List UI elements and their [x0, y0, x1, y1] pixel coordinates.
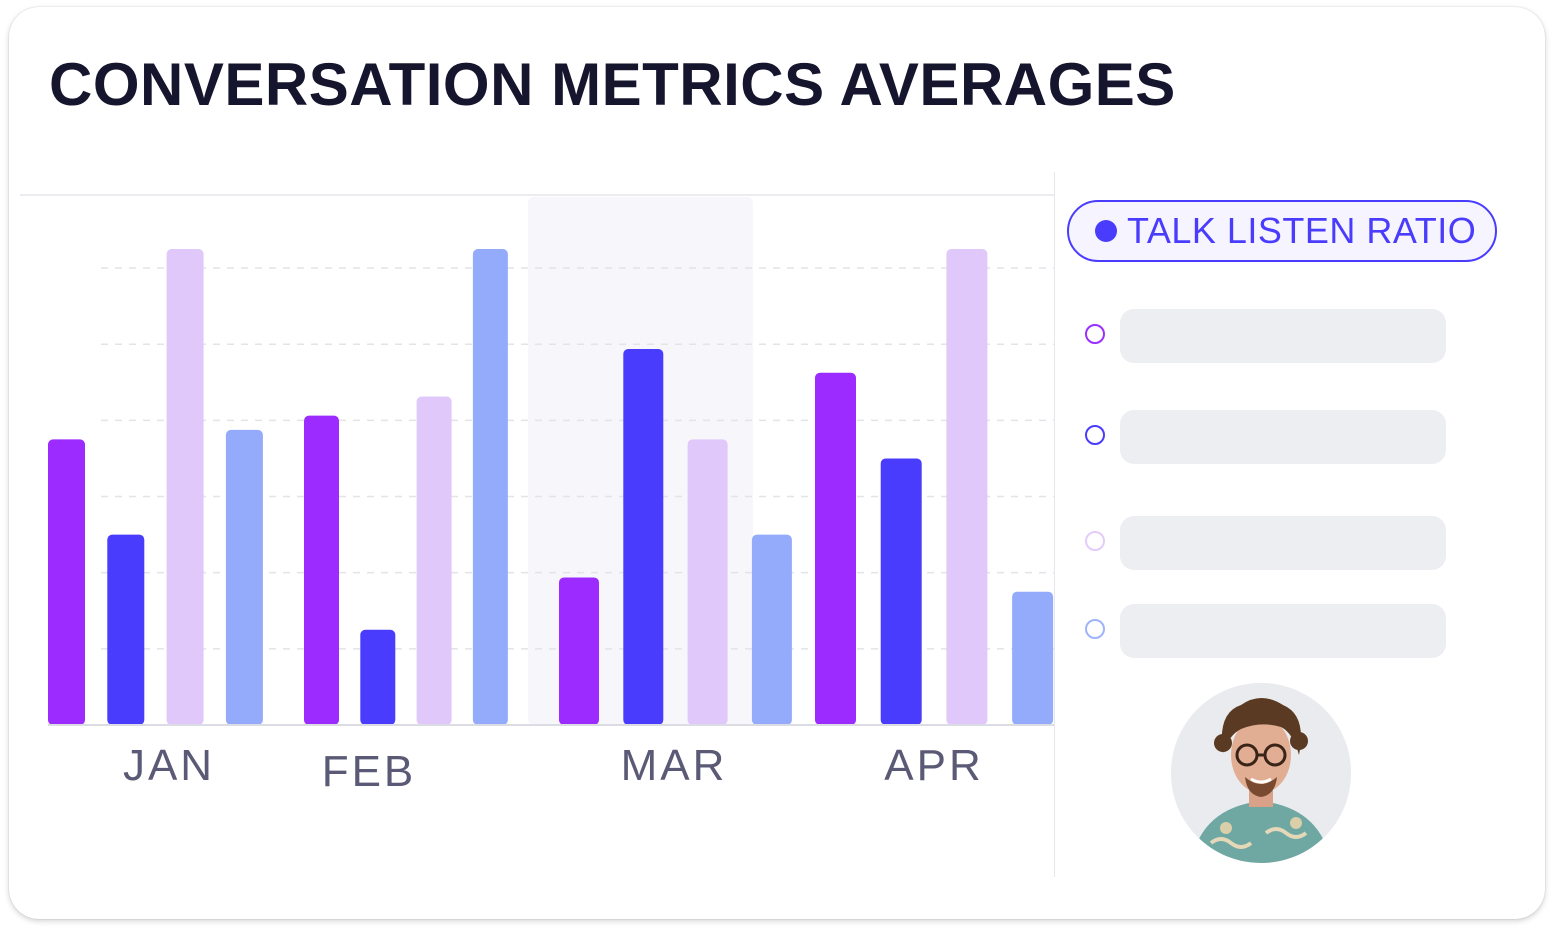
avatar[interactable] — [1171, 683, 1351, 863]
bar-jan-4 — [225, 429, 263, 725]
legend-divider — [1054, 172, 1055, 877]
x-tick-label-feb: FEB — [322, 747, 417, 796]
bar-apr-3 — [946, 249, 988, 725]
bar-mar-2 — [623, 348, 664, 725]
radio-ring-icon — [1085, 324, 1105, 344]
x-tick-label-mar: MAR — [621, 741, 728, 790]
legend-row-1[interactable] — [1083, 309, 1448, 363]
chart-title: CONVERSATION METRICS AVERAGES — [49, 51, 1176, 118]
bar-mar-3 — [687, 439, 728, 725]
x-tick-label-jan: JAN — [123, 741, 215, 790]
x-tick-label-apr: APR — [884, 741, 983, 790]
bar-feb-2 — [360, 629, 396, 725]
legend-item-label: TALK LISTEN RATIO — [1127, 210, 1477, 251]
legend-placeholder-bar — [1120, 516, 1446, 570]
legend-row-2[interactable] — [1083, 410, 1448, 464]
bar-feb-1 — [304, 415, 339, 725]
radio-ring-icon — [1085, 619, 1105, 639]
legend-placeholder-bar — [1120, 410, 1446, 464]
bar-feb-3 — [416, 396, 452, 725]
legend-dot-icon — [1095, 220, 1117, 242]
radio-ring-icon — [1085, 425, 1105, 445]
radio-ring-icon — [1085, 531, 1105, 551]
bar-apr-4 — [1012, 591, 1054, 725]
bar-apr-2 — [880, 458, 922, 725]
bar-jan-1 — [48, 439, 85, 725]
bar-apr-1 — [815, 372, 856, 725]
metrics-card: CONVERSATION METRICS AVERAGES JAN FEB MAR A… — [9, 7, 1545, 919]
bar-mar-1 — [559, 577, 599, 725]
bar-feb-4 — [472, 249, 508, 725]
legend-row-3[interactable] — [1083, 516, 1448, 570]
bar-jan-2 — [107, 534, 145, 725]
legend-placeholder-bar — [1120, 604, 1446, 658]
person-avatar-icon — [1171, 683, 1351, 863]
bar-jan-3 — [166, 249, 204, 725]
legend-row-4[interactable] — [1083, 604, 1448, 658]
bar-mar-4 — [751, 534, 792, 725]
legend-placeholder-bar — [1120, 309, 1446, 363]
bar-chart: JAN FEB MAR APR — [20, 194, 1054, 796]
legend-item-talk-listen-ratio[interactable]: TALK LISTEN RATIO — [1067, 200, 1497, 262]
